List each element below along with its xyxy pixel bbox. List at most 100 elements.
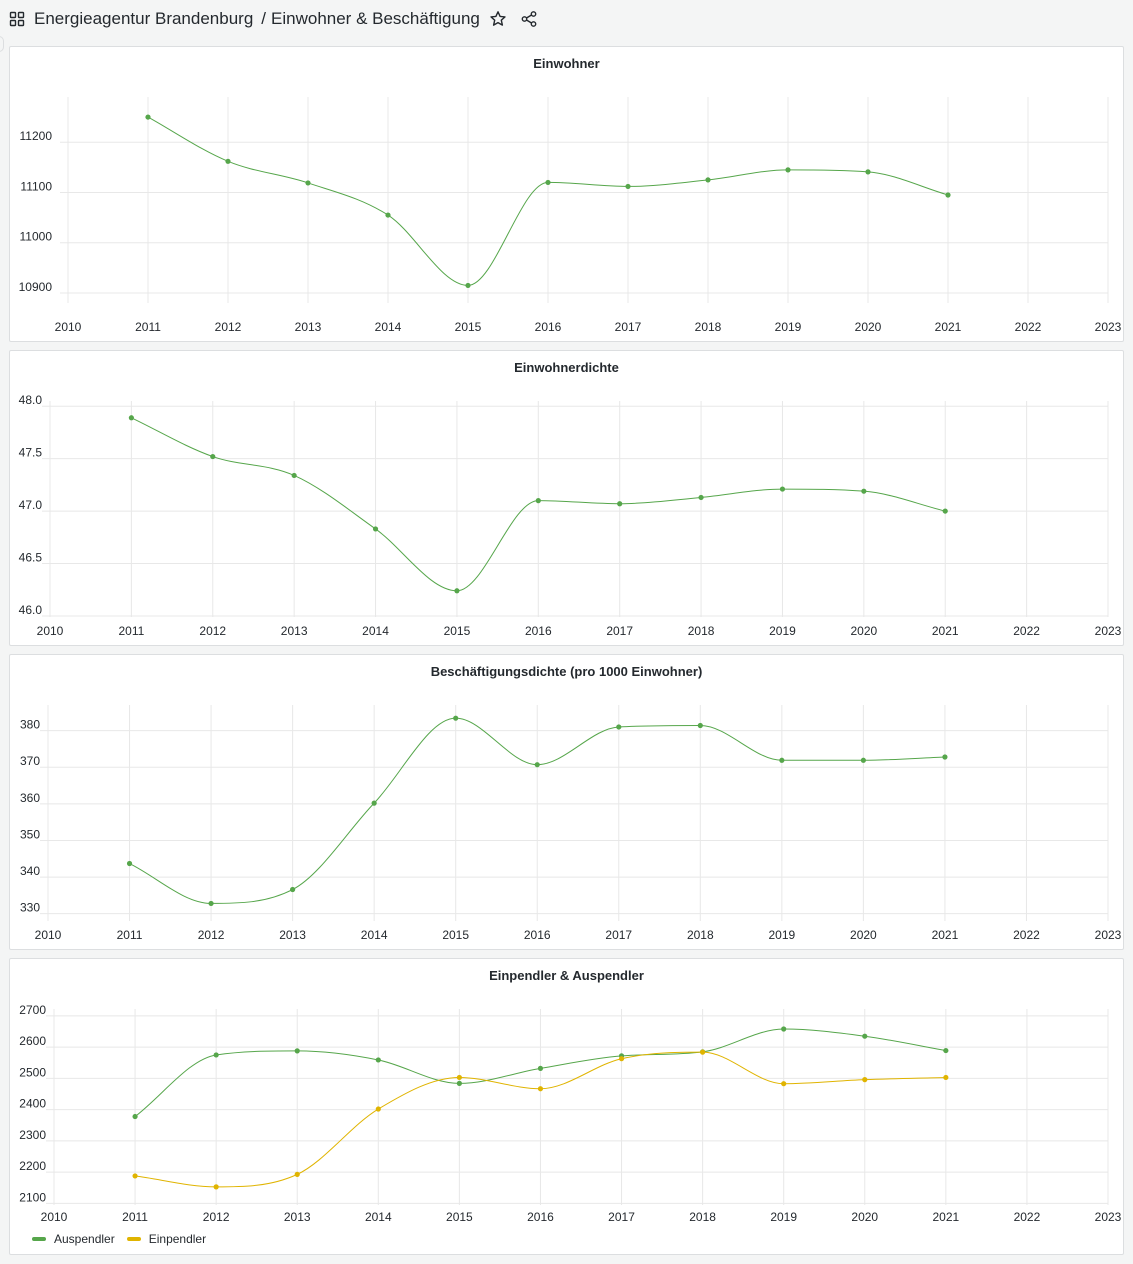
sidebar-toggle[interactable] [0, 36, 4, 52]
data-point [943, 1047, 949, 1054]
data-point [465, 282, 471, 289]
data-point [779, 757, 785, 763]
series-line-1 [129, 717, 945, 904]
x-tick-label: 2019 [768, 928, 795, 942]
x-tick-label: 2014 [361, 928, 388, 942]
breadcrumb-org[interactable]: Energieagentur Brandenburg [34, 9, 254, 28]
y-tick-label: 2300 [19, 1128, 46, 1142]
panel-einwohnerdichte: Einwohnerdichte 2010 2011 2012 2013 2014 2015… [9, 350, 1124, 646]
x-tick-label: 2011 [122, 1210, 148, 1224]
x-tick-label: 2011 [117, 928, 143, 942]
data-point [213, 1052, 219, 1058]
x-tick-label: 2020 [851, 1210, 878, 1224]
legend-swatch [126, 1237, 141, 1241]
data-point [779, 486, 786, 492]
y-tick-label: 340 [20, 864, 40, 878]
dashboard-title: Einwohner & Beschäftigung [271, 9, 480, 28]
series-line-1 [147, 116, 949, 286]
y-tick-label: 360 [20, 791, 40, 805]
data-point [616, 724, 622, 730]
data-point [132, 1113, 138, 1120]
chart-pendler: 2010 2011 2012 2013 2014 2015 2016 2017 2018 2019… [19, 1003, 1121, 1224]
x-tick-label: 2019 [775, 320, 802, 334]
legend-item-einpendler[interactable]: Einpendler [126, 1232, 207, 1246]
data-point [697, 722, 703, 729]
data-point [375, 1057, 381, 1063]
data-point [860, 757, 866, 763]
x-tick-label: 2012 [203, 1210, 230, 1224]
panel-beschaeftigungsdichte: Beschäftigungsdichte (pro 1000 Einwohner… [9, 654, 1124, 950]
data-point [145, 114, 151, 120]
data-point [617, 501, 623, 507]
x-tick-label: 2023 [1095, 624, 1122, 638]
data-point [294, 1048, 300, 1054]
data-point [861, 488, 867, 494]
chart-beschaeftigungsdichte: 2010 2011 2012 2013 2014 2015 2016 2017 2018 2019… [20, 705, 1122, 942]
share-icon[interactable] [520, 10, 538, 28]
x-tick-label: 2023 [1095, 320, 1122, 334]
panel-title: Einwohnerdichte [514, 360, 619, 375]
x-tick-label: 2021 [932, 928, 959, 942]
data-point [371, 800, 377, 806]
x-tick-label: 2021 [935, 320, 962, 334]
data-point [213, 1184, 219, 1190]
legend-label: Einpendler [148, 1232, 207, 1246]
x-tick-label: 2010 [41, 1210, 68, 1224]
apps-icon[interactable] [9, 11, 25, 27]
data-point [537, 1086, 544, 1092]
data-point [126, 860, 133, 867]
data-point [294, 1171, 300, 1177]
panel-pendler: Einpendler & Auspendler 2010 2011 2012 2013… [9, 958, 1124, 1255]
data-point [618, 1056, 625, 1062]
data-point [225, 158, 231, 164]
x-tick-label: 2018 [695, 320, 722, 334]
data-point [210, 453, 216, 460]
x-tick-label: 2012 [215, 320, 242, 334]
x-tick-label: 2022 [1015, 320, 1042, 334]
star-icon[interactable] [489, 10, 507, 28]
y-tick-label: 11000 [20, 230, 53, 244]
series-line-1 [131, 417, 946, 592]
x-tick-label: 2023 [1095, 928, 1122, 942]
y-tick-label: 2100 [19, 1190, 46, 1204]
x-tick-label: 2020 [850, 928, 877, 942]
data-point [705, 177, 711, 183]
data-point [781, 1081, 787, 1087]
data-point [862, 1033, 868, 1039]
x-tick-label: 2022 [1014, 1210, 1041, 1224]
legend-item-auspendler[interactable]: Auspendler [32, 1232, 115, 1246]
x-tick-label: 2016 [524, 928, 551, 942]
y-tick-label: 2600 [19, 1034, 46, 1048]
data-point [943, 1074, 949, 1081]
data-point [305, 180, 311, 186]
panel-title: Einwohner [533, 56, 600, 71]
data-point [537, 1065, 544, 1071]
x-tick-label: 2013 [281, 624, 308, 638]
x-tick-label: 2013 [284, 1210, 311, 1224]
data-point [128, 415, 134, 421]
x-tick-label: 2010 [55, 320, 82, 334]
y-tick-label: 2400 [19, 1097, 46, 1111]
x-tick-label: 2017 [606, 624, 633, 638]
data-point [698, 494, 704, 501]
x-tick-label: 2011 [118, 624, 144, 638]
x-tick-label: 2021 [932, 1210, 959, 1224]
data-point [208, 900, 214, 907]
x-tick-label: 2010 [37, 624, 64, 638]
chart-einwohnerdichte: 2010 2011 2012 2013 2014 2015 2016 2017 2018 2019… [19, 393, 1122, 638]
data-point [535, 498, 541, 504]
data-point [781, 1026, 787, 1032]
x-tick-label: 2022 [1013, 928, 1040, 942]
x-tick-label: 2017 [608, 1210, 635, 1224]
dashboard-header: Energieagentur Brandenburg / Einwohner &… [0, 0, 1133, 38]
x-tick-label: 2013 [279, 928, 306, 942]
data-point [132, 1173, 138, 1179]
x-tick-label: 2018 [687, 928, 714, 942]
data-point [862, 1077, 868, 1083]
data-point [456, 1074, 462, 1081]
panel-title: Beschäftigungsdichte (pro 1000 Einwohner… [430, 664, 703, 679]
x-tick-label: 2020 [855, 320, 882, 334]
y-tick-label: 47.0 [19, 498, 43, 512]
x-tick-label: 2012 [198, 928, 225, 942]
chart-einwohner: 2010 2011 2012 2013 2014 2015 2016 2017 2018 2019… [19, 97, 1122, 334]
